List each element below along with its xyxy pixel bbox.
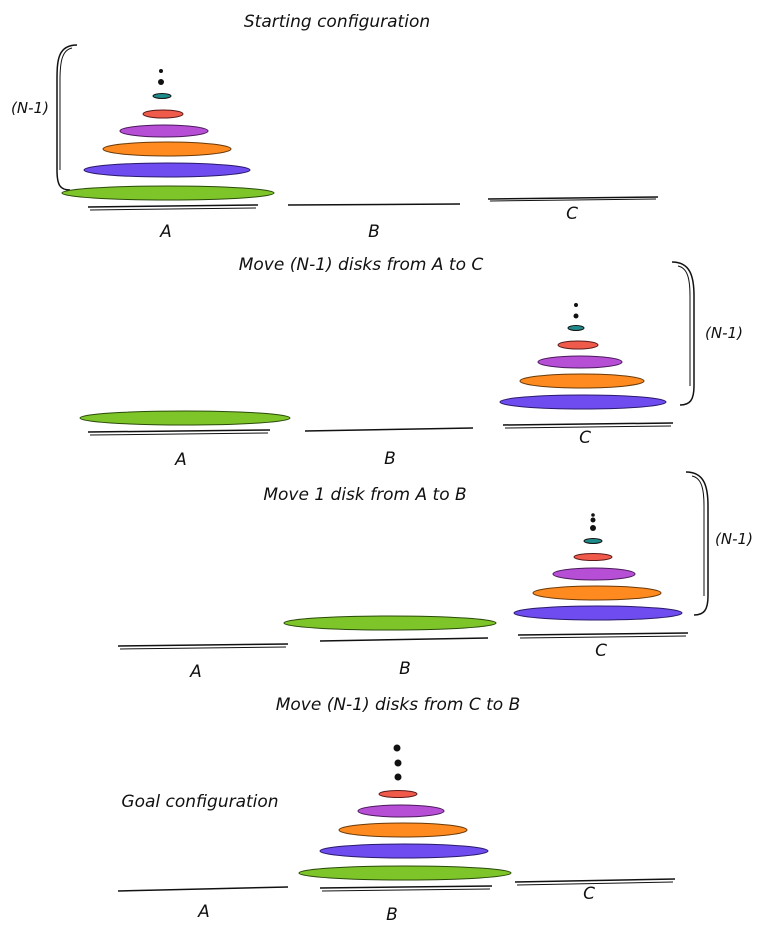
step4-disk-1 — [298, 865, 512, 881]
step3-caption: Move 1 disk from A to B — [263, 485, 466, 505]
step3-peg-b-label: B — [399, 659, 411, 679]
step1-caption: Starting configuration — [244, 12, 430, 32]
step2-peg-c-base — [502, 422, 674, 426]
step2-disk-6 — [567, 325, 585, 331]
step2-peg-a-base — [87, 429, 271, 433]
step2-disk-4 — [537, 355, 623, 369]
step4-disk-4 — [357, 804, 445, 818]
step1-disk-5 — [142, 109, 184, 119]
step2-disk-5 — [557, 340, 599, 350]
step4-peg-c-label: C — [583, 884, 595, 904]
step3-peg-a-label: A — [189, 662, 202, 682]
step1-peg-b-base — [287, 203, 461, 206]
step2-ellipsis-dot — [573, 313, 579, 319]
step1-bracket-label: (N-1) — [11, 99, 49, 117]
step2-peg-b-base — [304, 427, 474, 432]
step2-bracket — [671, 261, 695, 406]
step3-disk-1 — [283, 615, 497, 631]
step3-bracket — [685, 471, 709, 616]
step1-disk-4 — [119, 124, 209, 138]
step4-peg-c-base — [514, 878, 676, 883]
step3-peg-b-base — [319, 637, 489, 642]
step4-ellipsis-dot — [394, 773, 402, 781]
step1-disk-3 — [102, 141, 232, 157]
step4-peg-b-base — [319, 885, 493, 889]
step4-disk-3 — [338, 822, 468, 838]
step4-disk-5 — [378, 790, 418, 798]
step4-peg-b-label: B — [386, 905, 398, 925]
step3-disk-6 — [583, 538, 603, 544]
step1-peg-c-label: C — [566, 204, 578, 224]
step3-peg-c-label: C — [595, 641, 607, 661]
step1-peg-c-base — [487, 196, 659, 200]
step2-disk-1 — [79, 410, 291, 426]
step3-disk-4 — [552, 567, 636, 581]
step1-disk-2 — [83, 162, 251, 178]
step3-ellipsis-dot — [590, 525, 596, 531]
step1-ellipsis-dot — [158, 79, 164, 85]
step2-caption: Move (N-1) disks from A to C — [239, 255, 484, 275]
step4-caption: Move (N-1) disks from C to B — [276, 695, 521, 715]
step4-peg-a-label: A — [197, 902, 210, 922]
step4-peg-a-base — [117, 886, 289, 892]
step3-peg-a-base — [117, 643, 289, 647]
step3-bracket-label: (N-1) — [715, 530, 753, 548]
step2-peg-a-label: A — [174, 450, 187, 470]
step3-disk-5 — [573, 553, 613, 561]
step3-disk-2 — [513, 605, 683, 621]
step2-disk-3 — [519, 373, 645, 389]
step2-peg-b-label: B — [384, 449, 396, 469]
step3-peg-c-base — [517, 632, 689, 636]
step2-disk-2 — [499, 394, 667, 410]
step1-peg-a-base — [87, 204, 259, 208]
step4-goal-caption: Goal configuration — [121, 792, 278, 812]
step1-peg-a-label: A — [159, 222, 172, 242]
step1-peg-b-label: B — [368, 222, 380, 242]
step1-bracket — [56, 44, 78, 191]
step4-disk-2 — [319, 843, 489, 859]
step1-disk-6 — [152, 93, 172, 99]
step1-disk-1 — [61, 185, 275, 201]
step3-disk-3 — [532, 585, 662, 601]
step2-bracket-label: (N-1) — [705, 324, 743, 342]
step2-peg-c-label: C — [579, 428, 591, 448]
